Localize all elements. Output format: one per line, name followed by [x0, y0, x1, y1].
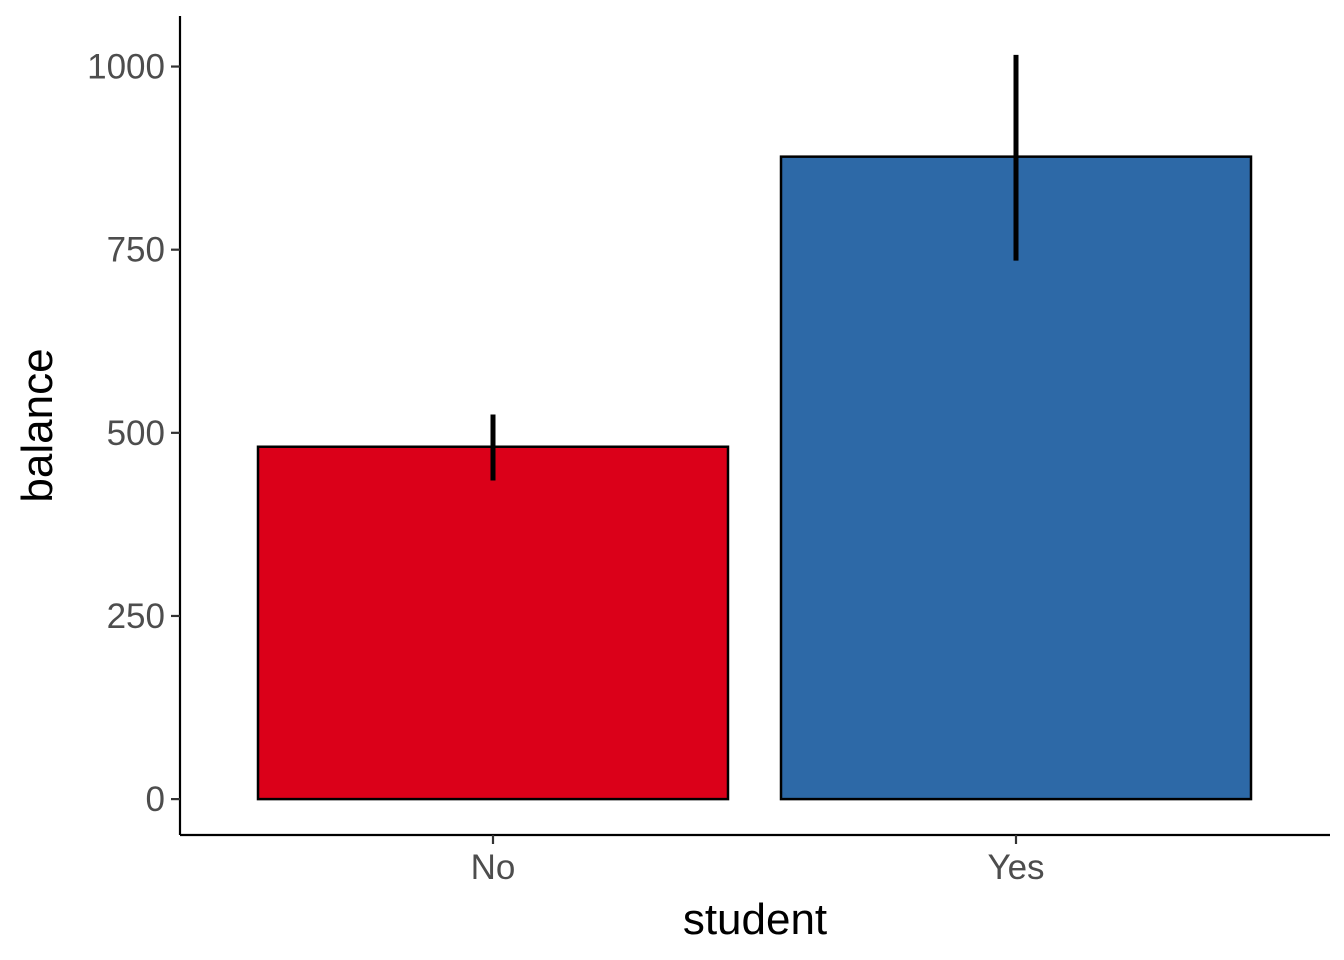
errorbars-group — [490, 54, 1019, 481]
bar-yes — [779, 155, 1253, 801]
y-tick-label: 500 — [107, 414, 165, 453]
y-tick-label: 0 — [146, 780, 165, 819]
y-axis-ticks: 0 250 500 750 1000 — [87, 48, 180, 819]
bar-no — [256, 445, 730, 801]
x-tick-label: No — [471, 848, 516, 887]
y-tick-label: 750 — [107, 231, 165, 270]
y-axis-title: balance — [13, 348, 62, 502]
y-tick-label: 1000 — [87, 48, 165, 87]
x-tick-label: Yes — [987, 848, 1044, 887]
bars-group — [256, 155, 1253, 801]
x-axis-ticks: No Yes — [471, 835, 1045, 887]
x-axis-title: student — [683, 895, 827, 944]
y-tick-label: 250 — [107, 597, 165, 636]
